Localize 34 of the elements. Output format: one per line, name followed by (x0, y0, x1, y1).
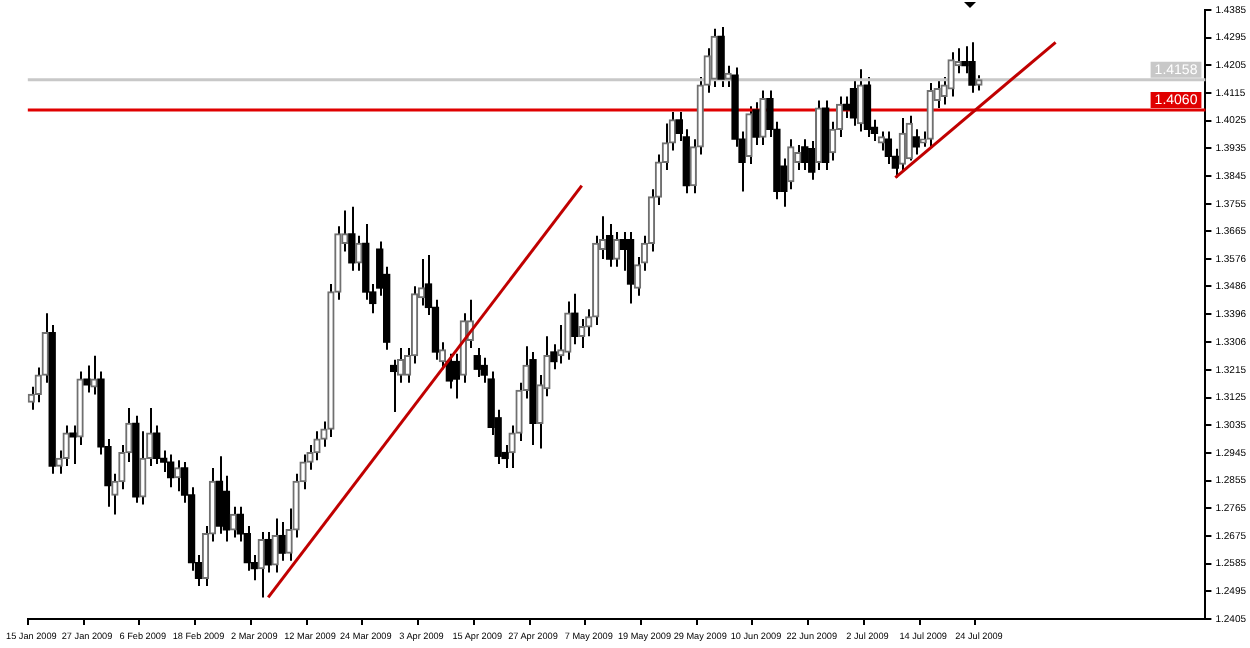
candlestick (264, 530, 272, 574)
candlestick (153, 424, 161, 465)
candlestick (278, 521, 286, 562)
candlestick (856, 68, 865, 133)
candlestick (139, 430, 147, 506)
candlestick (389, 358, 398, 413)
candlestick (313, 430, 321, 462)
candlestick (167, 453, 175, 489)
candlestick (884, 130, 893, 166)
candlestick (947, 51, 955, 98)
candlestick (473, 347, 481, 378)
candlestick (348, 205, 356, 272)
candlestick (69, 424, 77, 465)
candlestick (968, 41, 976, 94)
candlestick (605, 223, 614, 268)
candlestick (173, 459, 182, 493)
candlestick (842, 95, 851, 119)
candlestick (898, 116, 906, 174)
candlestick (717, 25, 725, 88)
candlestick (801, 138, 809, 171)
candlestick (571, 292, 579, 346)
candlestick (912, 128, 920, 156)
candlestick (564, 300, 572, 361)
candlestick (215, 455, 224, 535)
candlestick (759, 89, 767, 147)
candlestick (62, 424, 70, 468)
candlestick (257, 530, 265, 599)
candlestick (710, 27, 718, 88)
candlestick (849, 80, 858, 127)
candlestick (626, 231, 635, 305)
candlestick (452, 352, 461, 400)
candlestick (612, 231, 621, 268)
candlestick (83, 364, 91, 394)
candlestick (863, 76, 872, 139)
